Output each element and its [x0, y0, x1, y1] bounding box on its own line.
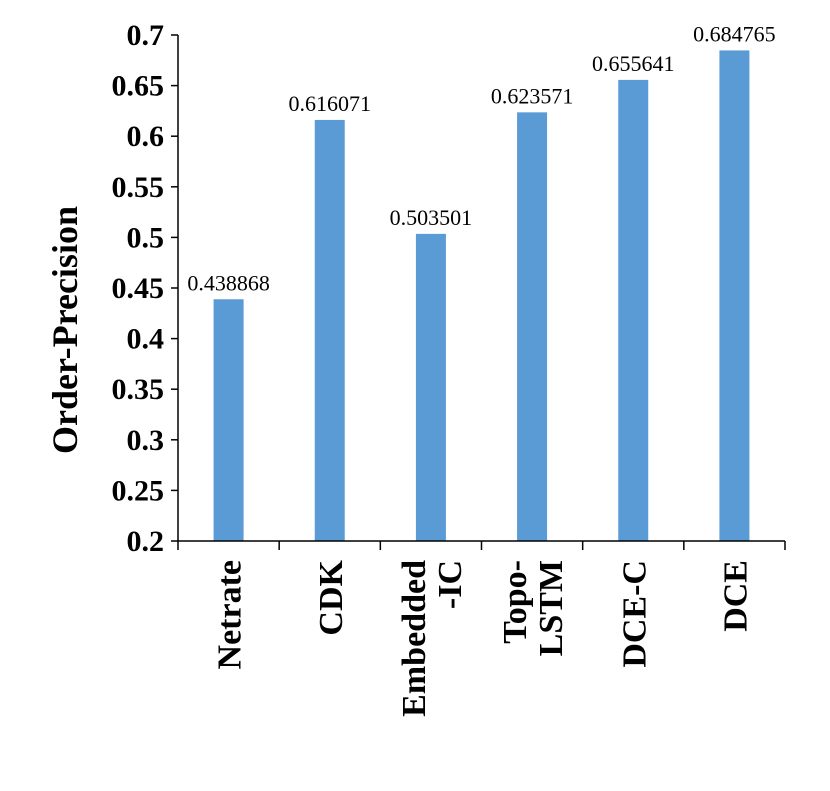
bar — [314, 119, 345, 541]
data-label: 0.684765 — [693, 21, 776, 46]
category-label: CDK — [313, 559, 350, 635]
y-tick-label: 0.25 — [112, 474, 165, 507]
data-labels: 0.438868 0.616071 0.503501 0.623571 0.655641… — [187, 21, 775, 295]
bar — [517, 112, 548, 542]
y-tick-label: 0.55 — [112, 171, 165, 204]
category-label-line: LSTM — [533, 560, 570, 656]
category-label-line: Embedded — [396, 560, 433, 717]
category-label: Netrate — [212, 560, 249, 669]
y-tick-label: 0.65 — [112, 70, 165, 103]
y-tick-label: 0.35 — [112, 373, 165, 406]
category-label: Embedded -IC — [396, 560, 469, 717]
category-label-line: CDK — [313, 559, 350, 635]
y-axis-title-group: Order-Precision — [45, 206, 85, 454]
y-tick-label: 0.4 — [127, 323, 165, 356]
y-tick-label: 0.5 — [127, 221, 165, 254]
y-axis-title: Order-Precision — [45, 206, 85, 454]
category-label-line: DCE-C — [616, 560, 653, 668]
category-label: DCE-C — [616, 560, 653, 668]
data-label: 0.503501 — [390, 205, 473, 230]
y-tick-label: 0.3 — [127, 424, 165, 457]
category-label-line: Netrate — [212, 560, 249, 669]
data-label: 0.438868 — [187, 270, 270, 295]
data-label: 0.655641 — [592, 51, 675, 76]
category-label: DCE — [717, 560, 754, 632]
data-label: 0.623571 — [491, 83, 574, 108]
bars — [213, 50, 750, 542]
data-label: 0.616071 — [289, 91, 372, 116]
y-tick-label: 0.7 — [127, 19, 165, 52]
category-label-line: Topo- — [497, 560, 534, 644]
y-tick-label: 0.2 — [127, 525, 165, 558]
category-label-line: -IC — [432, 560, 469, 609]
bar — [213, 299, 244, 541]
category-labels: Netrate CDK Embedded -IC Topo- LSTM DCE-C DCE — [212, 559, 755, 716]
bar — [415, 233, 446, 541]
x-axis-ticks — [177, 541, 786, 550]
category-label-line: DCE — [717, 560, 754, 632]
category-label: Topo- LSTM — [497, 560, 570, 656]
y-axis-ticks: 0.2 0.25 0.3 0.35 0.4 0.45 0.5 0.55 0.6 0.65 0.7 — [112, 19, 178, 558]
bar — [719, 50, 750, 542]
y-tick-label: 0.6 — [127, 120, 165, 153]
y-tick-label: 0.45 — [112, 272, 165, 305]
bar — [618, 79, 649, 542]
